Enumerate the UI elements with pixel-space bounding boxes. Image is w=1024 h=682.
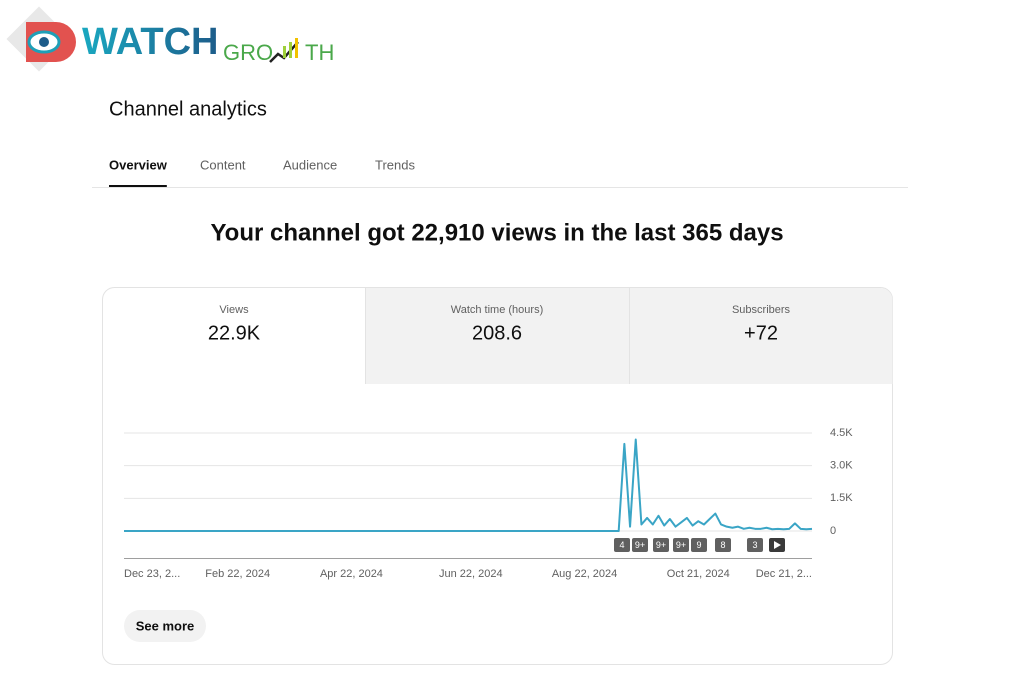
metric-value[interactable]: +72 [744,322,778,344]
x-tick-label: Aug 22, 2024 [552,568,617,580]
logo-bar [289,42,292,58]
metric-value[interactable]: 22.9K [208,322,261,344]
page-title: Channel analytics [109,98,267,120]
event-marker[interactable] [715,538,731,552]
y-tick-label: 3.0K [830,460,853,472]
event-marker[interactable] [691,538,707,552]
tab[interactable]: Overview [109,157,168,172]
tab[interactable]: Content [200,157,246,172]
x-tick-label: Dec 21, 2... [756,568,812,580]
logo-part: GRO [223,40,273,65]
metrics: Views 22.9K Watch time (hours) 208.6 Subscri… [208,304,791,344]
y-tick-label: 1.5K [830,492,853,504]
logo-bar [295,38,298,58]
tab[interactable]: Trends [375,157,415,172]
logo-word: WATCH [82,21,219,63]
event-marker-label[interactable]: 9+ [656,540,666,550]
event-marker-label[interactable]: 9 [696,540,701,550]
chart: 0 1.5K 3.0K 4.5K Dec 23, 2... Feb 22, 2024 Apr… [124,427,853,580]
metric-label[interactable]: Subscribers [732,304,791,316]
x-tick-label: Feb 22, 2024 [205,568,270,580]
logo-part: TH [305,40,334,65]
tabs: Overview Content Audience Trends [109,157,415,188]
x-tick-label: Dec 23, 2... [124,568,180,580]
logo: WATCH GRO TH [6,6,334,72]
metric-label[interactable]: Watch time (hours) [451,304,544,316]
metric-label[interactable]: Views [219,304,249,316]
event-marker[interactable] [747,538,763,552]
y-tick-label: 4.5K [830,427,853,439]
tab-underline [109,185,167,188]
metric-value[interactable]: 208.6 [472,322,522,344]
see-more-label[interactable]: See more [136,618,195,633]
x-tick-label: Apr 22, 2024 [320,568,383,580]
event-marker-label[interactable]: 4 [619,540,624,550]
views-line [124,438,813,532]
y-tick-label: 0 [830,525,836,537]
event-marker-label[interactable]: 9+ [676,540,686,550]
play-icon [774,541,781,549]
x-tick-label: Jun 22, 2024 [439,568,503,580]
x-tick-label: Oct 21, 2024 [667,568,730,580]
event-marker[interactable] [632,538,648,552]
event-marker[interactable] [653,538,669,552]
logo-pupil [39,37,49,47]
event-marker[interactable] [673,538,689,552]
event-marker[interactable] [614,538,630,552]
event-marker-label[interactable]: 3 [752,540,757,550]
event-marker-label[interactable]: 8 [720,540,725,550]
logo-bar [283,46,286,58]
see-more-button[interactable] [124,610,206,642]
headline: Your channel got 22,910 views in the las… [210,219,783,246]
tab[interactable]: Audience [283,157,337,172]
event-marker-label[interactable]: 9+ [635,540,645,550]
